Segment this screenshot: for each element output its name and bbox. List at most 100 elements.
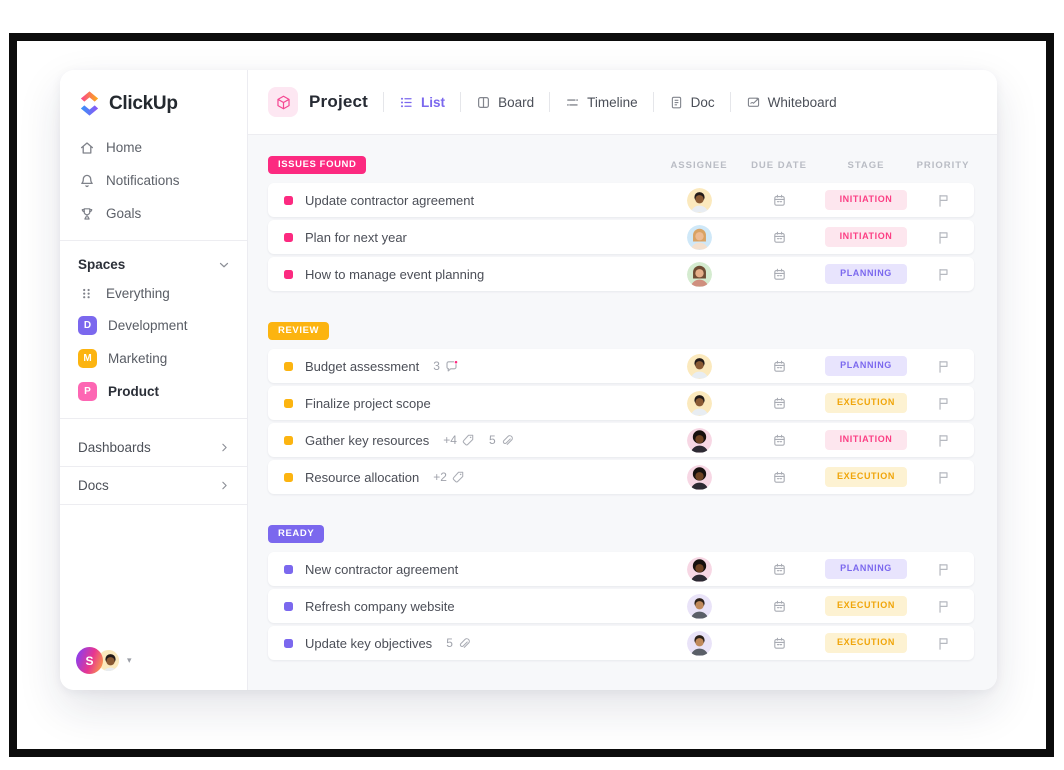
due-date-cell[interactable] — [738, 636, 820, 651]
assignee-cell[interactable] — [660, 224, 738, 250]
stage-cell[interactable]: PLANNING — [820, 559, 912, 579]
assignee-avatar[interactable] — [686, 630, 712, 656]
assignee-cell[interactable] — [660, 187, 738, 213]
task-row[interactable]: New contractor agreement PLANNING — [268, 552, 974, 586]
project-icon[interactable] — [268, 87, 298, 117]
task-row[interactable]: Finalize project scope EXECUTION — [268, 386, 974, 420]
task-title[interactable]: Finalize project scope — [305, 395, 431, 411]
stage-cell[interactable]: INITIATION — [820, 430, 912, 450]
stage-cell[interactable]: EXECUTION — [820, 467, 912, 487]
sidebar-item-docs[interactable]: Docs — [60, 467, 247, 504]
stage-badge[interactable]: INITIATION — [825, 430, 907, 450]
due-date-cell[interactable] — [738, 470, 820, 485]
task-status-bullet[interactable] — [284, 361, 293, 371]
stage-badge[interactable]: EXECUTION — [825, 633, 907, 653]
stage-badge[interactable]: EXECUTION — [825, 596, 907, 616]
sidebar-item-home[interactable]: Home — [60, 131, 247, 164]
stage-cell[interactable]: PLANNING — [820, 356, 912, 376]
tab-timeline[interactable]: Timeline — [565, 95, 638, 110]
priority-cell[interactable] — [912, 636, 974, 651]
task-row[interactable]: Resource allocation +2 EXECUTION — [268, 460, 974, 494]
assignee-avatar[interactable] — [686, 261, 712, 287]
tag-count[interactable]: +2 — [433, 470, 465, 484]
task-status-bullet[interactable] — [284, 435, 293, 445]
task-title[interactable]: Resource allocation — [305, 469, 420, 485]
stage-badge[interactable]: PLANNING — [825, 264, 907, 284]
due-date-cell[interactable] — [738, 230, 820, 245]
task-status-bullet[interactable] — [284, 601, 293, 611]
priority-cell[interactable] — [912, 433, 974, 448]
assignee-cell[interactable] — [660, 593, 738, 619]
stage-cell[interactable]: PLANNING — [820, 264, 912, 284]
task-status-bullet[interactable] — [284, 232, 293, 242]
task-title[interactable]: Refresh company website — [305, 598, 455, 614]
group-status-badge[interactable]: REVIEW — [268, 321, 330, 341]
assignee-cell[interactable] — [660, 261, 738, 287]
sidebar-item-product[interactable]: P Product — [60, 375, 247, 408]
task-status-bullet[interactable] — [284, 195, 293, 205]
task-row[interactable]: How to manage event planning PLANNING — [268, 257, 974, 291]
assignee-avatar[interactable] — [686, 187, 712, 213]
task-status-bullet[interactable] — [284, 269, 293, 279]
stage-badge[interactable]: PLANNING — [825, 356, 907, 376]
due-date-cell[interactable] — [738, 267, 820, 282]
assignee-avatar[interactable] — [686, 224, 712, 250]
tab-doc[interactable]: Doc — [669, 95, 715, 110]
due-date-cell[interactable] — [738, 599, 820, 614]
task-title[interactable]: Plan for next year — [305, 229, 407, 245]
stage-badge[interactable]: INITIATION — [825, 227, 907, 247]
stage-badge[interactable]: EXECUTION — [825, 393, 907, 413]
priority-cell[interactable] — [912, 193, 974, 208]
assignee-avatar[interactable] — [686, 427, 712, 453]
group-status-badge[interactable]: READY — [268, 524, 325, 544]
task-title[interactable]: Update contractor agreement — [305, 192, 475, 208]
stage-cell[interactable]: INITIATION — [820, 190, 912, 210]
assignee-cell[interactable] — [660, 427, 738, 453]
sidebar-item-everything[interactable]: Everything — [60, 278, 247, 309]
task-title[interactable]: Gather key resources — [305, 432, 430, 448]
group-status-badge[interactable]: ISSUES FOUND — [268, 155, 367, 175]
stage-badge[interactable]: EXECUTION — [825, 467, 907, 487]
sidebar-section-spaces[interactable]: Spaces — [60, 251, 247, 278]
priority-cell[interactable] — [912, 470, 974, 485]
task-status-bullet[interactable] — [284, 472, 293, 482]
stage-cell[interactable]: INITIATION — [820, 227, 912, 247]
stage-badge[interactable]: INITIATION — [825, 190, 907, 210]
task-row[interactable]: Plan for next year INITIATION — [268, 220, 974, 254]
task-row[interactable]: Update contractor agreement INITIATION — [268, 183, 974, 217]
workspace-avatar[interactable]: S — [76, 647, 103, 674]
user-account[interactable]: S ▾ — [76, 647, 132, 674]
assignee-avatar[interactable] — [686, 593, 712, 619]
task-row[interactable]: Gather key resources +4 5 INITIATION — [268, 423, 974, 457]
due-date-cell[interactable] — [738, 562, 820, 577]
task-status-bullet[interactable] — [284, 638, 293, 648]
task-row[interactable]: Refresh company website EXECUTION — [268, 589, 974, 623]
sidebar-item-notifications[interactable]: Notifications — [60, 164, 247, 197]
task-row[interactable]: Budget assessment 3 PLANNING — [268, 349, 974, 383]
task-title[interactable]: How to manage event planning — [305, 266, 485, 282]
stage-cell[interactable]: EXECUTION — [820, 596, 912, 616]
priority-cell[interactable] — [912, 230, 974, 245]
sidebar-item-dashboards[interactable]: Dashboards — [60, 429, 247, 466]
assignee-cell[interactable] — [660, 390, 738, 416]
assignee-cell[interactable] — [660, 464, 738, 490]
tag-count[interactable]: +4 — [443, 433, 475, 447]
task-title[interactable]: Budget assessment — [305, 358, 420, 374]
task-title[interactable]: New contractor agreement — [305, 561, 459, 577]
due-date-cell[interactable] — [738, 359, 820, 374]
task-status-bullet[interactable] — [284, 398, 293, 408]
assignee-avatar[interactable] — [686, 556, 712, 582]
tab-board[interactable]: Board — [476, 95, 534, 110]
sidebar-item-goals[interactable]: Goals — [60, 197, 247, 230]
priority-cell[interactable] — [912, 267, 974, 282]
task-title[interactable]: Update key objectives — [305, 635, 433, 651]
assignee-cell[interactable] — [660, 353, 738, 379]
attachment-count[interactable]: 5 — [489, 433, 514, 447]
priority-cell[interactable] — [912, 396, 974, 411]
assignee-avatar[interactable] — [686, 353, 712, 379]
clickup-logo[interactable]: ClickUp — [60, 70, 247, 131]
priority-cell[interactable] — [912, 562, 974, 577]
sidebar-item-marketing[interactable]: M Marketing — [60, 342, 247, 375]
stage-cell[interactable]: EXECUTION — [820, 393, 912, 413]
tab-whiteboard[interactable]: Whiteboard — [746, 95, 837, 110]
